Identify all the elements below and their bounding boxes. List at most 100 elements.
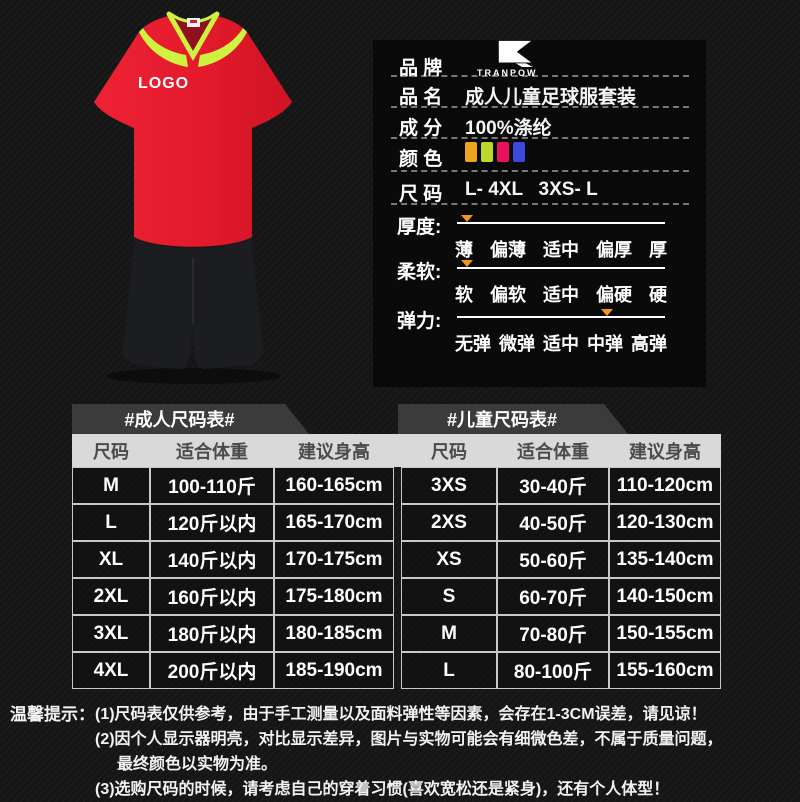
tip-line: (1)尺码表仅供参考，由于手工测量以及面料弹性等因素，会存在1-3CM误差，请见… [95,706,707,723]
table-gap [394,504,401,541]
divider [391,106,689,108]
tip-line: 最终颜色以实物为准。 [117,756,278,773]
left-shoulder-accent [139,28,188,67]
table-cell: 30-40斤 [497,467,609,504]
scale-line [457,309,665,318]
table-gap [394,652,401,689]
table-cell: 120-130cm [609,504,721,541]
colors-label: 颜 色 [399,149,443,170]
scale-option: 薄 [455,240,473,260]
scale-option: 适中 [543,285,579,305]
brand-r-icon [498,40,533,67]
info-panel: 品 牌 TRANPOW 品 名 成人儿童足球服套装 成 分 100%涤纶 颜 色… [373,40,706,387]
table-cell: 150-155cm [609,615,721,652]
table-gap [394,541,401,578]
collar-trim [166,11,220,62]
sizes-label: 尺 码 [399,184,443,205]
scale-option: 厚 [649,240,667,260]
scale-option: 微弹 [499,334,535,354]
scale-label: 柔软: [397,262,442,283]
divider [391,75,689,77]
header-cell: 适合体重 [517,441,589,462]
right-shoulder-accent [198,28,247,67]
scale-option: 硬 [649,285,667,305]
table-cell: 50-60斤 [497,541,609,578]
shorts [122,239,264,369]
scale-option: 高弹 [631,334,667,354]
scale-option: 软 [455,285,473,305]
table-cell: 60-70斤 [497,578,609,615]
jersey-logo-text: LOGO [138,75,189,92]
brand-label: 品 牌 [399,58,443,79]
table-cell: L [72,504,150,541]
table-cell: M [72,467,150,504]
tips-label: 温馨提示： [10,705,95,724]
table-cell: 80-100斤 [497,652,609,689]
divider [391,170,689,172]
table-cell: 4XL [72,652,150,689]
floor-shadow [105,368,281,384]
scale-option: 偏硬 [596,285,632,305]
table-cell: 70-80斤 [497,615,609,652]
header-cell: 尺码 [93,441,129,462]
scale-option: 中弹 [587,334,623,354]
size-tables: #成人尺码表# #儿童尺码表# 尺码 适合体重 建议身高 尺码 适合体重 建议身高 M 10… [72,404,721,689]
table-cell: XL [72,541,150,578]
table-row: 3XL 180斤以内 180-185cm M 70-80斤 150-155cm [72,615,721,652]
scale-marker-icon [461,260,474,267]
tab-children-size-table: #儿童尺码表# [398,404,628,434]
table-cell: 175-180cm [274,578,394,615]
scale-option: 适中 [543,240,579,260]
color-swatch [497,142,509,162]
scale-option: 偏薄 [490,240,526,260]
scale-line [457,215,665,224]
tip-line: (3)选购尺码的时候，请考虑自己的穿着习惯(喜欢宽松还是紧身)，还有个人体型！ [95,781,670,798]
table-cell: 180斤以内 [150,615,274,652]
table-cell: 40-50斤 [497,504,609,541]
table-cell: 160-165cm [274,467,394,504]
table-cell: 170-175cm [274,541,394,578]
brand-logo: TRANPOW [477,40,597,78]
table-row: XL 140斤以内 170-175cm XS 50-60斤 135-140cm [72,541,721,578]
product-name-value: 成人儿童足球服套装 [465,87,637,108]
tab-adult-size-table: #成人尺码表# [72,404,309,434]
table-cell: 155-160cm [609,652,721,689]
table-cell: 3XS [401,467,497,504]
scale-option: 偏厚 [596,240,632,260]
scale-option: 无弹 [455,334,491,354]
table-cell: XS [401,541,497,578]
table-header-row: 尺码 适合体重 建议身高 尺码 适合体重 建议身高 [72,434,721,467]
table-gap [394,615,401,652]
table-cell: 140斤以内 [150,541,274,578]
table-cell: S [401,578,497,615]
header-cell: 建议身高 [298,441,370,462]
tip-line: (2)因个人显示器明亮，对比显示差异，图片与实物可能会有细微色差，不属于质量问题… [95,731,723,748]
brand-name: TRANPOW [477,68,538,78]
table-body: M 100-110斤 160-165cm 3XS 30-40斤 110-120cm L 120… [72,467,721,689]
table-cell: 140-150cm [609,578,721,615]
product-photo: LOGO [42,2,374,394]
table-row: M 100-110斤 160-165cm 3XS 30-40斤 110-120cm [72,467,721,504]
table-gap [394,434,401,467]
scale-label: 厚度: [397,217,442,238]
table-cell: 100-110斤 [150,467,274,504]
color-swatch [513,142,525,162]
table-cell: 165-170cm [274,504,394,541]
scale-option: 偏软 [490,285,526,305]
table-gap [394,467,401,504]
collar-inner [172,16,214,52]
table-row: 2XL 160斤以内 175-180cm S 60-70斤 140-150cm [72,578,721,615]
divider [391,203,689,205]
table-cell: 160斤以内 [150,578,274,615]
scale-option: 适中 [543,334,579,354]
scale-options: 薄偏薄 适中 偏厚厚 [455,236,667,262]
scale-line [457,260,665,269]
table-cell: M [401,615,497,652]
table-cell: 135-140cm [609,541,721,578]
sizes-value: L- 4XL 3XS- L [465,179,598,200]
table-cell: L [401,652,497,689]
header-cell: 建议身高 [629,441,701,462]
table-cell: 200斤以内 [150,652,274,689]
jersey-body [94,16,292,247]
divider [391,137,689,139]
